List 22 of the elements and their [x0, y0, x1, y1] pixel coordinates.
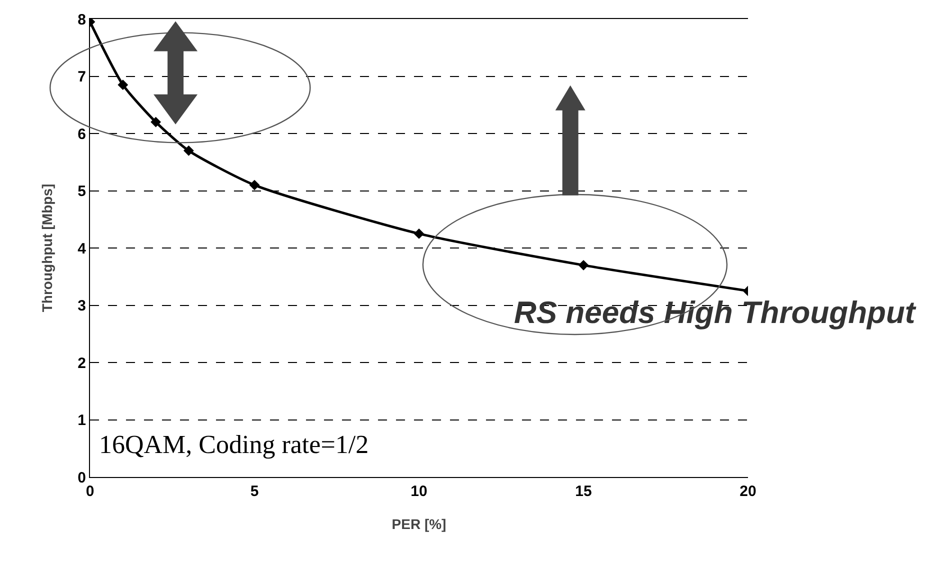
x-tick-label: 10: [410, 483, 428, 500]
y-tick-label: 1: [78, 412, 86, 429]
x-axis-title: PER [%]: [392, 516, 446, 532]
y-tick-label: 3: [78, 298, 86, 314]
y-tick-label: 2: [78, 354, 86, 372]
y-tick-label: 0: [78, 469, 86, 486]
point: [414, 228, 424, 239]
y-tick-label: 8: [78, 11, 86, 28]
x-tick-label: 20: [740, 483, 756, 500]
point: [118, 80, 128, 90]
y-tick-label: 6: [78, 126, 86, 143]
y-tick-label: 5: [78, 183, 86, 200]
point: [249, 180, 260, 190]
x-tick-label: 5: [250, 483, 259, 500]
point: [184, 145, 194, 156]
y-tick-label: 7: [78, 68, 86, 86]
x-tick-label: 15: [575, 483, 592, 500]
y-axis-title: Throughput [Mbps]: [39, 184, 55, 312]
annotation: 16QAM, Coding rate=1/2: [99, 430, 369, 459]
point: [150, 116, 161, 128]
y-tick-label: 4: [78, 240, 87, 258]
point: [578, 260, 589, 270]
